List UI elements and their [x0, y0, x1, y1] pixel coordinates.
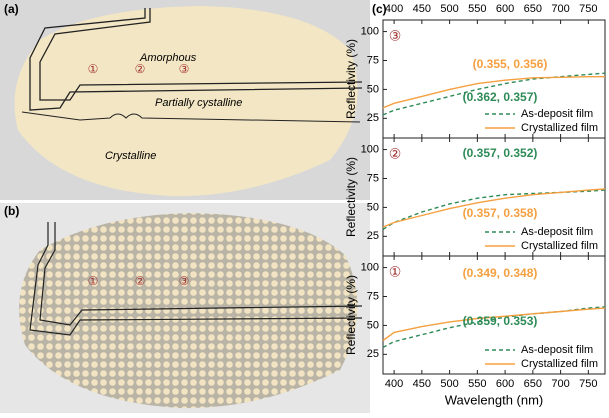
y-tick-label: 25 — [367, 348, 379, 360]
region-label: Partially cystalline — [155, 97, 242, 109]
series-line — [382, 188, 606, 228]
boundary-a2 — [21, 111, 361, 123]
series-line — [382, 76, 605, 109]
region-label: Amorphous — [139, 52, 197, 64]
y-axis-label: Reflectivity (%) — [344, 157, 358, 237]
x-tick-label: 750 — [579, 3, 597, 15]
y-axis-label: Reflectivity (%) — [344, 39, 358, 119]
x-tick-label: 450 — [413, 378, 431, 390]
y-tick-label: 100 — [361, 261, 379, 273]
annotation: (0.349, 0.348) — [463, 266, 538, 280]
marker: ③ — [179, 62, 190, 76]
annotation: (0.359, 0.353) — [463, 314, 538, 328]
annotation: (0.362, 0.357) — [463, 90, 538, 104]
x-tick-label: 650 — [524, 3, 542, 15]
marker: ② — [135, 274, 146, 288]
x-tick-label: 400 — [385, 3, 403, 15]
panel-number: ③ — [389, 28, 402, 44]
panel-number: ① — [389, 264, 402, 280]
x-tick-label: 550 — [468, 378, 486, 390]
y-tick-label: 75 — [367, 172, 379, 184]
x-tick-label: 450 — [413, 3, 431, 15]
y-tick-label: 50 — [367, 83, 379, 95]
x-tick-label: 600 — [496, 378, 514, 390]
boundary-b — [29, 222, 363, 336]
y-tick-label: 25 — [367, 230, 379, 242]
plot-frame — [382, 255, 606, 375]
legend-label: Crystallized film — [521, 240, 598, 252]
x-tick-label: 750 — [579, 378, 597, 390]
y-tick-label: 75 — [367, 54, 379, 66]
panel-number: ② — [389, 146, 402, 162]
x-tick-label: 550 — [468, 3, 486, 15]
wafer-b — [19, 213, 358, 409]
panel-label: (a) — [4, 2, 19, 16]
annotation: (0.355, 0.356) — [473, 57, 548, 71]
panel-label: (c) — [372, 2, 387, 16]
legend-label: Crystallized film — [521, 122, 598, 134]
panel-label: (b) — [4, 204, 19, 218]
y-tick-label: 75 — [367, 290, 379, 302]
marker: ③ — [179, 274, 190, 288]
y-tick-label: 100 — [361, 143, 379, 155]
marker: ① — [88, 62, 99, 76]
series-line — [382, 72, 606, 116]
x-tick-label: 400 — [385, 378, 403, 390]
x-tick-label: 700 — [551, 3, 569, 15]
plot-frame — [382, 19, 606, 139]
marker: ② — [135, 62, 146, 76]
y-tick-label: 50 — [367, 319, 379, 331]
x-tick-label: 600 — [496, 3, 514, 15]
x-tick-label: 650 — [524, 378, 542, 390]
x-tick-label: 700 — [551, 378, 569, 390]
marker: ① — [88, 274, 99, 288]
y-tick-label: 100 — [361, 25, 379, 37]
annotation: (0.357, 0.352) — [463, 146, 538, 160]
annotation: (0.357, 0.358) — [463, 206, 538, 220]
legend-label: As-deposit film — [521, 226, 593, 238]
y-axis-label: Reflectivity (%) — [344, 275, 358, 355]
x-tick-label: 500 — [440, 378, 458, 390]
wafer-a — [14, 6, 358, 197]
region-label: Crystalline — [105, 150, 156, 162]
x-axis-label: Wavelength (nm) — [445, 392, 544, 407]
series-line — [382, 307, 606, 342]
legend-label: Crystallized film — [521, 358, 598, 370]
boundary-a — [29, 8, 363, 111]
legend-label: As-deposit film — [521, 108, 593, 120]
y-tick-label: 50 — [367, 201, 379, 213]
y-tick-label: 25 — [367, 112, 379, 124]
legend-label: As-deposit film — [521, 344, 593, 356]
x-tick-label: 500 — [440, 3, 458, 15]
